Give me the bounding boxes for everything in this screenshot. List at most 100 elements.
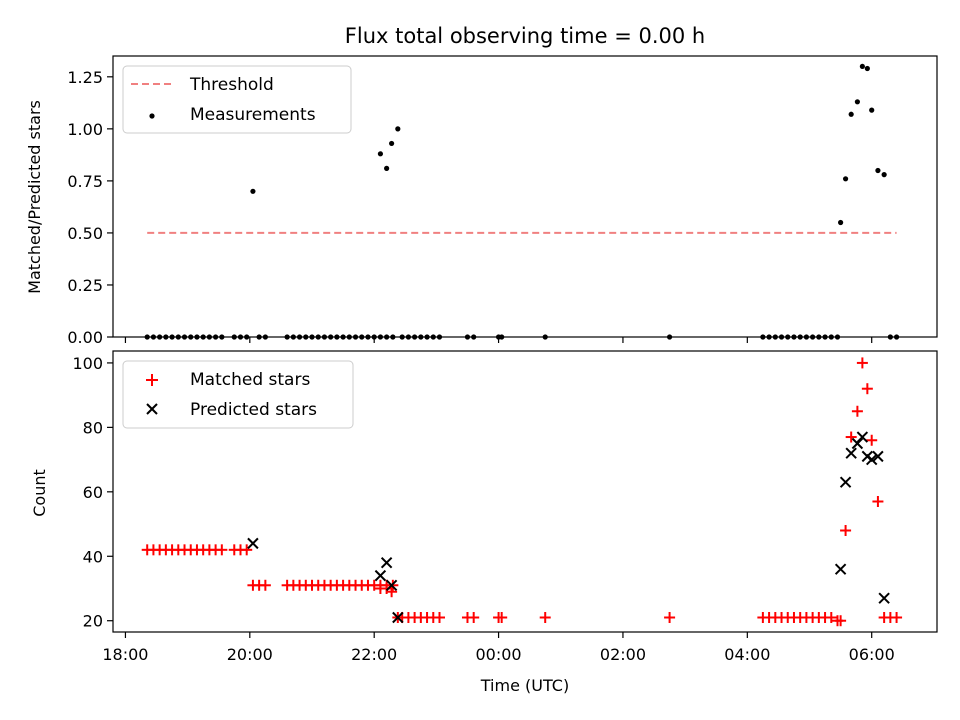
- matched-star-point: [496, 611, 508, 623]
- top-legend: Threshold Measurements: [122, 65, 352, 134]
- predicted-star-d2: [845, 447, 857, 459]
- bottom-y-tick-label: 20: [83, 612, 103, 631]
- measurement-point: [875, 167, 881, 174]
- x-tick-label: 22:00: [351, 645, 397, 664]
- bottom-legend-box: [122, 360, 354, 429]
- matched-star-point: [872, 495, 884, 507]
- predicted-star-point: [374, 569, 387, 582]
- matched-star-point: [835, 615, 847, 627]
- matched-star-point: [468, 611, 480, 623]
- bottom-legend: Matched stars Predicted stars: [122, 360, 354, 429]
- bottom-y-tick-label: 100: [72, 354, 103, 373]
- matched-star-point: [241, 544, 253, 556]
- predicted-star-point: [380, 557, 393, 569]
- legend-predicted-label: Predicted stars: [190, 400, 317, 420]
- top-y-tick-label: 0.00: [67, 328, 103, 347]
- bottom-y-axis-label: Count: [30, 469, 49, 517]
- matched-star-point: [856, 357, 868, 369]
- measurement-point: [250, 188, 256, 194]
- legend-measurements-label: Measurements: [190, 105, 316, 125]
- matched-star-point: [386, 586, 398, 598]
- matched-star-point: [433, 611, 445, 623]
- predicted-star-d2: [247, 537, 259, 550]
- matched-star-point: [866, 434, 878, 446]
- x-axis-label: Time (UTC): [480, 676, 569, 695]
- predicted-star-d2: [872, 450, 884, 463]
- predicted-star-d2: [380, 557, 393, 569]
- measurement-point: [377, 151, 384, 157]
- top-axes-frame: [112, 55, 938, 338]
- predicted-star-point: [247, 537, 259, 550]
- predicted-star-d2: [385, 579, 398, 591]
- legend-measurements-swatch: [149, 113, 155, 119]
- top-y-ticks: 0.00 0.25 0.50 0.75 1.00 1.25: [67, 68, 113, 347]
- legend-threshold-label: Threshold: [189, 75, 274, 95]
- top-y-tick-label: 0.75: [67, 172, 103, 191]
- measurement-point: [881, 172, 887, 178]
- measurement-point: [854, 99, 860, 105]
- measurement-point: [384, 165, 390, 171]
- bottom-panel: 20 40 60 80 100 18:00 20:00 22:00 00:00 02:00 04:…: [30, 350, 938, 695]
- matched-star-point: [259, 579, 271, 591]
- matched-star-point: [825, 611, 837, 623]
- top-y-tick-label: 0.25: [67, 276, 103, 295]
- bottom-y-ticks: 20 40 60 80 100: [72, 354, 113, 631]
- bottom-data-marks: [141, 357, 903, 627]
- predicted-star-d2: [856, 431, 869, 443]
- predicted-star-point: [878, 592, 890, 604]
- matched-star-point: [861, 383, 873, 395]
- top-panel: 0.00 0.25 0.50 0.75 1.00 1.25 Matched/Predict…: [25, 55, 938, 347]
- predicted-star-point: [865, 453, 878, 466]
- predicted-star-point: [385, 579, 398, 591]
- matched-star-point: [891, 611, 903, 623]
- matched-star-point: [664, 611, 676, 623]
- predicted-star-d2: [834, 563, 847, 575]
- measurement-point: [848, 111, 854, 117]
- predicted-star-point: [839, 476, 852, 488]
- bottom-y-tick-label: 60: [83, 483, 103, 502]
- measurement-point: [869, 107, 875, 113]
- measurement-point: [389, 140, 395, 147]
- top-legend-box: [122, 65, 352, 134]
- predicted-star-d2: [878, 592, 890, 604]
- predicted-star-point: [851, 437, 864, 450]
- predicted-star-d2: [392, 611, 404, 624]
- top-y-tick-label: 0.50: [67, 224, 103, 243]
- measurement-point: [395, 126, 401, 132]
- top-y-axis-label: Matched/Predicted stars: [25, 100, 44, 294]
- bottom-x-ticks: 18:00 20:00 22:00 00:00 02:00 04:00 06:00: [102, 632, 895, 664]
- top-y-tick-label: 1.00: [67, 120, 103, 139]
- bottom-axes-frame: [112, 350, 938, 633]
- x-tick-label: 20:00: [227, 645, 273, 664]
- x-tick-label: 00:00: [476, 645, 522, 664]
- predicted-star-d2: [865, 453, 878, 466]
- top-x-ticks: [124, 337, 873, 343]
- measurement-point: [838, 219, 844, 226]
- measurement-point: [842, 176, 849, 182]
- chart-title: Flux total observing time = 0.00 h: [345, 24, 705, 48]
- matched-star-point: [845, 431, 857, 443]
- predicted-star-point: [392, 611, 404, 624]
- bottom-y-tick-label: 40: [83, 547, 103, 566]
- matched-star-point: [840, 524, 852, 536]
- predicted-star-point: [834, 563, 847, 575]
- x-tick-label: 06:00: [849, 645, 895, 664]
- measurement-point: [864, 65, 870, 72]
- measurement-point: [859, 63, 865, 70]
- legend-matched-swatch: [146, 374, 158, 386]
- x-tick-label: 02:00: [600, 645, 646, 664]
- predicted-star-point: [845, 447, 857, 459]
- predicted-star-d2: [851, 437, 864, 450]
- predicted-star-point: [872, 450, 884, 463]
- legend-matched-label: Matched stars: [190, 370, 310, 390]
- top-y-tick-label: 1.25: [67, 68, 103, 87]
- predicted-star-d2: [374, 569, 387, 582]
- x-tick-label: 18:00: [102, 645, 148, 664]
- matched-star-point: [216, 544, 228, 556]
- matched-star-point: [539, 611, 551, 623]
- legend-predicted-swatch: [146, 403, 158, 415]
- matched-star-point: [851, 405, 863, 417]
- predicted-star-d2: [839, 476, 852, 488]
- x-tick-label: 04:00: [724, 645, 770, 664]
